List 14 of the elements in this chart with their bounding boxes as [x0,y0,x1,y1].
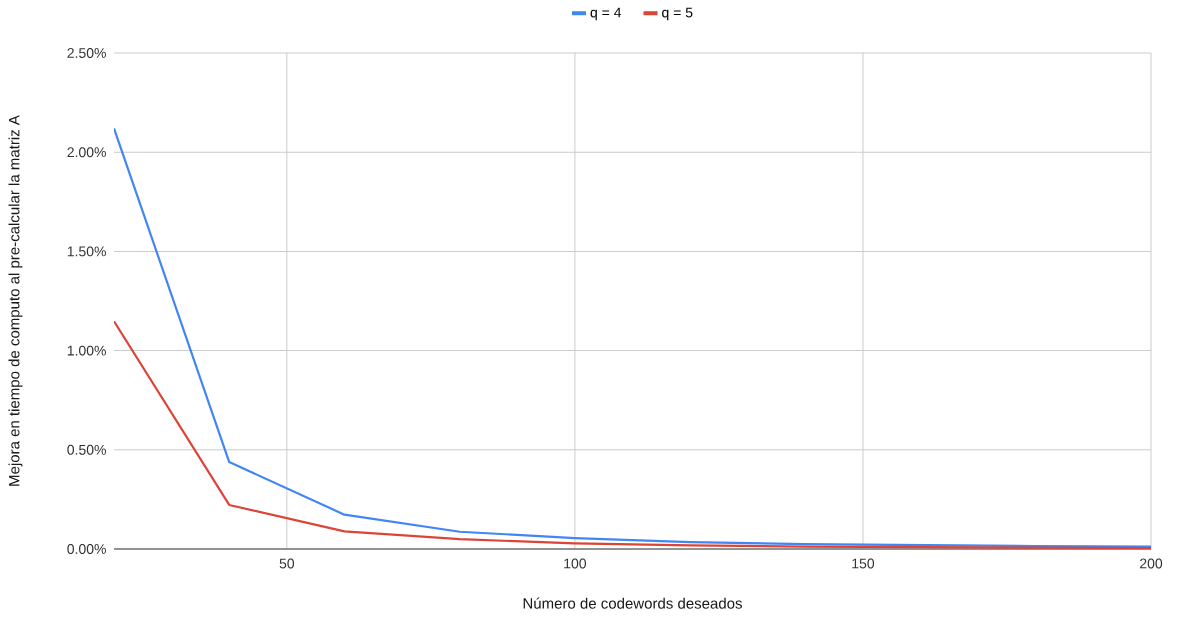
y-tick-label: 1.00% [67,345,106,356]
x-tick-label: 100 [564,558,587,569]
x-tick-label: 200 [1140,558,1163,569]
y-tick-label: 0.50% [67,444,106,455]
legend-label: q = 5 [662,7,693,21]
y-axis-title: Mejora en tiempo de computo al pre-calcular la matriz A [8,115,23,486]
x-axis-title: Número de codewords deseados [523,597,742,609]
y-tick-label: 2.50% [67,48,106,58]
y-tick-label: 0.00% [67,544,106,554]
y-tick-label: 1.50% [67,246,106,257]
legend-label: q = 4 [590,7,622,21]
x-tick-label: 150 [852,558,875,569]
x-tick-label: 50 [279,558,295,569]
y-tick-label: 2.00% [67,147,106,158]
